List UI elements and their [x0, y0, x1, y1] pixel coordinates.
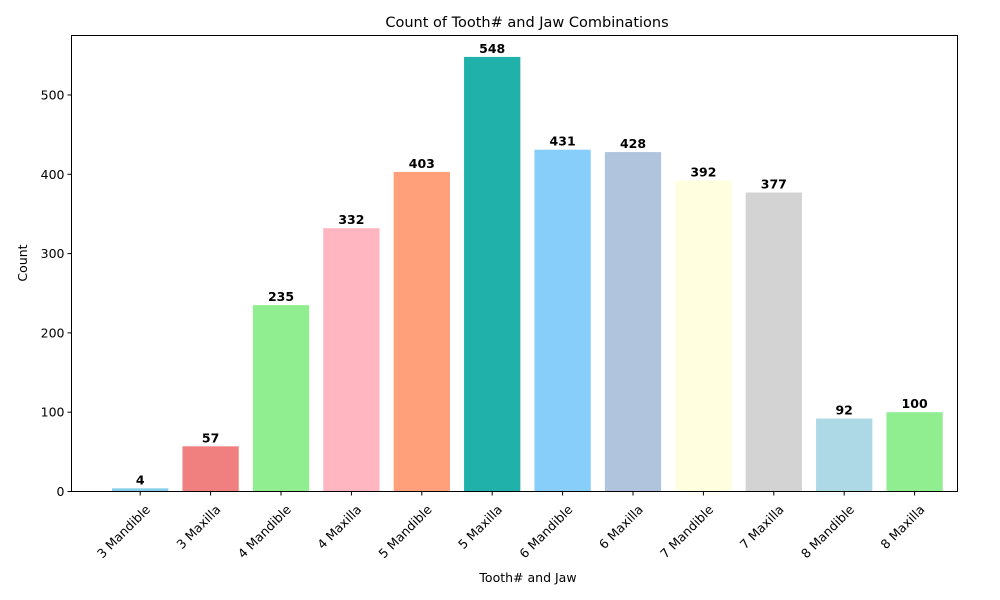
x-tick-label: 3 Maxilla [173, 502, 223, 552]
data-label: 235 [268, 289, 294, 304]
y-tick-label: 100 [41, 405, 65, 420]
x-tick-label: 8 Mandible [798, 502, 857, 561]
data-labels-group: 4 57 235 332 403 548 431 428 392 377 92 100 [136, 41, 928, 487]
data-label: 100 [902, 396, 928, 411]
data-label: 392 [690, 165, 716, 180]
y-tick-label: 0 [57, 484, 65, 499]
y-axis: 0 100 200 300 400 500 [41, 87, 72, 499]
y-tick-label: 500 [41, 87, 65, 102]
x-tick-label: 6 Mandible [516, 502, 575, 561]
x-tick-label: 7 Maxilla [737, 502, 787, 552]
data-label: 92 [835, 403, 852, 418]
bar [675, 180, 732, 492]
x-tick-label: 3 Mandible [94, 502, 153, 561]
data-label: 57 [202, 430, 219, 445]
data-label: 332 [338, 212, 364, 227]
plot-frame [71, 35, 958, 492]
data-label: 548 [479, 41, 505, 56]
y-tick-label: 400 [41, 167, 65, 182]
bar [534, 149, 591, 492]
bar [886, 412, 943, 492]
bar [393, 171, 450, 492]
data-label: 431 [550, 134, 576, 149]
bar [252, 305, 310, 492]
x-tick-label: 4 Maxilla [314, 502, 364, 552]
x-tick-label: 8 Maxilla [877, 502, 927, 552]
x-tick-label: 5 Maxilla [455, 502, 505, 552]
x-axis: 3 Mandible 3 Maxilla 4 Mandible 4 Maxilla 5 … [94, 491, 928, 561]
data-label: 403 [409, 156, 435, 171]
bar [464, 56, 521, 492]
data-label: 377 [761, 177, 787, 192]
data-label: 4 [136, 472, 145, 487]
bar [323, 228, 380, 492]
x-tick-label: 4 Mandible [235, 502, 294, 561]
y-axis-label: Count [15, 244, 30, 281]
x-tick-label: 5 Mandible [375, 502, 434, 561]
bar [604, 152, 662, 492]
bars-group [112, 56, 943, 492]
x-axis-label: Tooth# and Jaw [478, 570, 576, 585]
x-tick-label: 7 Mandible [657, 502, 716, 561]
bar [816, 418, 873, 492]
data-label: 428 [620, 136, 646, 151]
x-tick-label: 6 Maxilla [596, 502, 646, 552]
chart-title: Count of Tooth# and Jaw Combinations [385, 15, 668, 31]
y-tick-label: 200 [41, 325, 65, 340]
y-tick-label: 300 [41, 246, 65, 261]
bar [182, 446, 239, 492]
bar [112, 488, 169, 492]
bar [745, 192, 802, 492]
